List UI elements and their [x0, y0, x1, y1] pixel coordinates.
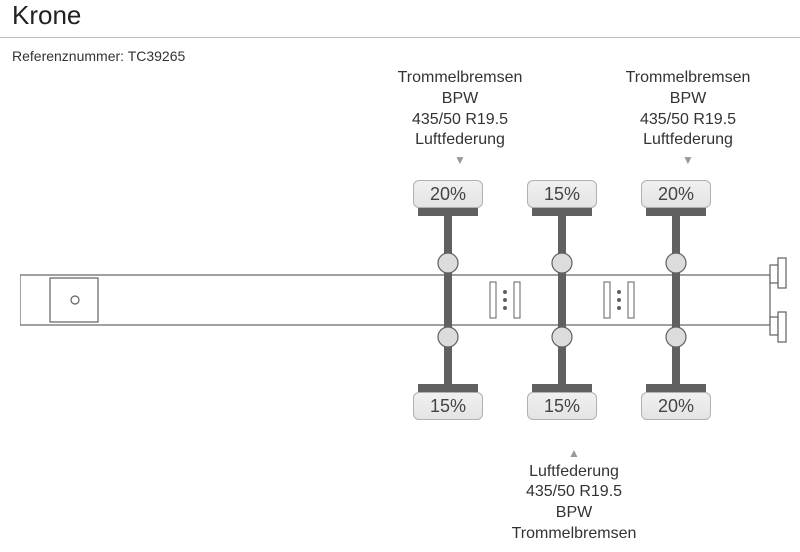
page-title: Krone — [12, 0, 788, 31]
spec-line: Trommelbremsen — [608, 68, 768, 89]
spec-line: 435/50 R19.5 — [494, 482, 654, 503]
spec-line: Trommelbremsen — [380, 68, 540, 89]
reference-label: Referenznummer: — [12, 48, 124, 64]
spec-line: Trommelbremsen — [494, 524, 654, 545]
caret-up-icon: ▲ — [494, 446, 654, 462]
tire-badge-top-mid: 15% — [527, 180, 597, 208]
axle-specs-top-left: Trommelbremsen BPW 435/50 R19.5 Luftfede… — [380, 68, 540, 169]
spec-line: Luftfederung — [608, 130, 768, 151]
axle-specs-bottom: ▲ Luftfederung 435/50 R19.5 BPW Trommelb… — [494, 444, 654, 545]
tire-badge-top-right: 20% — [641, 180, 711, 208]
spec-line: 435/50 R19.5 — [380, 110, 540, 131]
tire-badge-top-left: 20% — [413, 180, 483, 208]
reference-value: TC39265 — [128, 48, 186, 64]
tire-badge-bot-right: 20% — [641, 392, 711, 420]
axle-2 — [532, 208, 592, 392]
chassis-diagram: 20% 15% 20% 15% 15% 20% — [20, 160, 790, 440]
tire-badge-bot-left: 15% — [413, 392, 483, 420]
tire-badge-bot-mid: 15% — [527, 392, 597, 420]
spec-line: Luftfederung — [494, 462, 654, 483]
spec-line: 435/50 R19.5 — [608, 110, 768, 131]
spec-line: BPW — [608, 89, 768, 110]
spec-line: Luftfederung — [380, 130, 540, 151]
spec-line: BPW — [380, 89, 540, 110]
axle-specs-top-right: Trommelbremsen BPW 435/50 R19.5 Luftfede… — [608, 68, 768, 169]
axle-1 — [418, 208, 478, 392]
spec-line: BPW — [494, 503, 654, 524]
axle-3 — [646, 208, 706, 392]
